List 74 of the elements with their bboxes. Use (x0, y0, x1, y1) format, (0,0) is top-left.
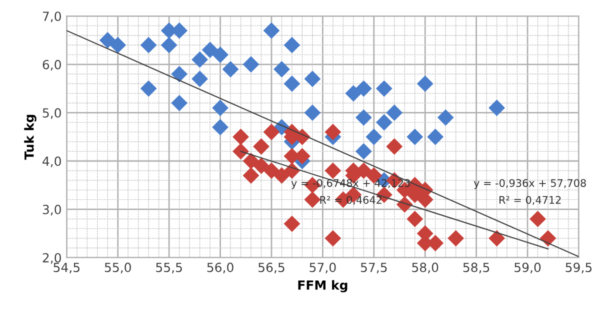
y-tick-label: 5,0 (42, 108, 61, 119)
point (406, 128, 424, 146)
x-tick-label: 57,0 (310, 262, 336, 274)
y-tick-label: 2,0 (42, 253, 61, 264)
point (355, 109, 372, 126)
y-tick-label: 6,0 (42, 60, 61, 71)
y-tick-label: 7,0 (42, 12, 61, 22)
point (140, 80, 157, 97)
point (324, 162, 342, 179)
x-tick-label: 56,5 (258, 262, 284, 274)
point (192, 70, 208, 88)
point (110, 36, 126, 54)
point (448, 230, 464, 246)
point (202, 42, 218, 58)
point (242, 167, 260, 184)
y-tick-label: 4,0 (42, 156, 61, 168)
point (253, 138, 270, 155)
x-tick-label: 55,5 (156, 262, 182, 274)
point (324, 230, 342, 246)
point (345, 85, 362, 102)
point (416, 76, 434, 92)
point (304, 191, 321, 208)
point (304, 70, 321, 88)
point (530, 210, 546, 228)
x-tick-label: 59,5 (566, 262, 592, 274)
point (324, 124, 342, 140)
point (171, 66, 188, 82)
x-tick-label: 56,0 (207, 262, 234, 274)
x-tick-label: 58,5 (463, 262, 490, 274)
point (140, 36, 157, 54)
point (232, 143, 249, 160)
point (427, 128, 444, 146)
point (355, 80, 372, 97)
point (212, 118, 228, 136)
point (488, 100, 506, 116)
point (366, 128, 382, 146)
point (355, 143, 372, 160)
x-tick-label: 55,0 (104, 262, 131, 274)
point (304, 104, 321, 121)
point (160, 36, 178, 54)
point (386, 104, 403, 121)
point (212, 100, 228, 116)
point (274, 61, 290, 78)
x-tick-label: 59,0 (514, 262, 541, 274)
point (376, 80, 392, 97)
point (406, 210, 424, 228)
point (437, 109, 454, 126)
point (284, 36, 300, 54)
point (386, 138, 403, 155)
y-tick-label: 3,0 (42, 204, 61, 216)
point (263, 22, 280, 39)
x-tick-label: 57,5 (360, 262, 387, 274)
point (232, 128, 249, 146)
point (488, 230, 506, 246)
x-axis-title: FFM kg (298, 280, 348, 292)
point (253, 158, 270, 174)
point (274, 167, 290, 184)
point (263, 162, 280, 179)
y-axis-title: Tuk kg (24, 114, 36, 160)
point (376, 114, 392, 131)
point (192, 51, 208, 68)
point (222, 61, 239, 78)
point (212, 46, 228, 63)
x-tick-label: 54,5 (54, 262, 80, 274)
annotation: y = -0,936x + 57,708 (474, 179, 586, 189)
x-tick-label: 58,0 (412, 262, 438, 274)
annotation: R² = 0,4712 (500, 196, 561, 205)
point (242, 56, 260, 73)
point (284, 76, 300, 92)
point (284, 216, 300, 232)
point (171, 94, 188, 112)
point (263, 124, 280, 140)
point (99, 32, 116, 48)
point (242, 152, 260, 170)
